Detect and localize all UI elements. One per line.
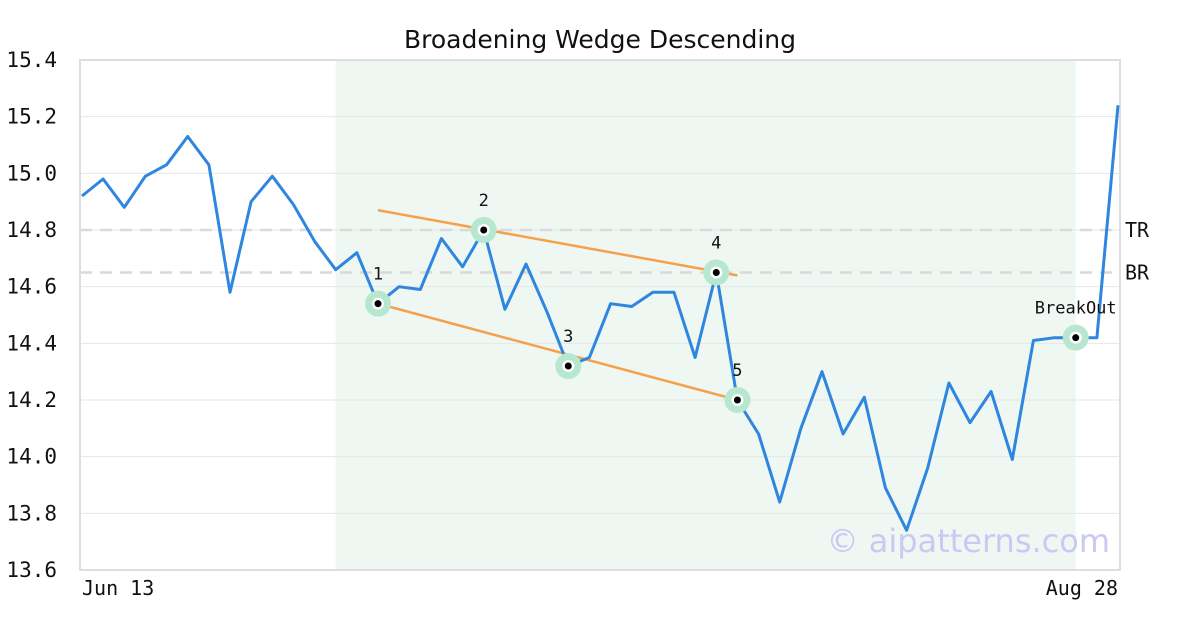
y-tick-label: 14.0 [6,445,57,469]
x-tick-labels: Jun 13 Aug 28 [82,576,1118,600]
point-marker [374,300,382,308]
point-label: 4 [711,234,721,254]
point-label: BreakOut [1035,299,1117,319]
level-label: BR [1125,261,1150,285]
chart-title: Broadening Wedge Descending [404,25,796,54]
y-tick-label: 13.6 [6,558,57,582]
series-lines [81,105,1120,532]
y-tick-label: 15.0 [6,161,57,185]
y-tick-label: 13.8 [6,501,57,525]
y-tick-label: 14.8 [6,218,57,242]
y-tick-label: 15.4 [6,48,57,72]
point-label: 5 [732,361,742,381]
x-tick-label: Jun 13 [82,576,154,600]
y-tick-labels: 13.6 13.8 14.0 14.2 14.4 14.6 14.8 15.0 15.2 15.4 [6,48,57,582]
point-label: 3 [563,327,573,347]
level-label: TR [1125,218,1150,242]
point-label: 1 [373,265,383,285]
y-tick-label: 14.4 [6,331,57,355]
trend-line [377,302,738,402]
point-marker [1072,334,1080,342]
trend-lines [377,208,738,402]
grid-lines [80,116,1120,514]
y-tick-label: 15.2 [6,105,57,129]
plot-frame [79,59,1121,571]
x-tick-label: Aug 28 [1046,576,1118,600]
point-marker [480,226,488,234]
point-marker [564,362,572,370]
point-marker [733,396,741,404]
y-tick-label: 14.2 [6,388,57,412]
level-lines: TR BR [80,218,1150,285]
point-label: 2 [479,191,489,211]
price-line [81,105,1120,532]
pattern-points: 1 2 3 4 5 BreakOut [365,191,1117,413]
point-marker [712,269,720,276]
y-tick-label: 14.6 [6,275,57,299]
trend-line [377,208,738,277]
watermark: © aipatterns.com [827,522,1110,560]
